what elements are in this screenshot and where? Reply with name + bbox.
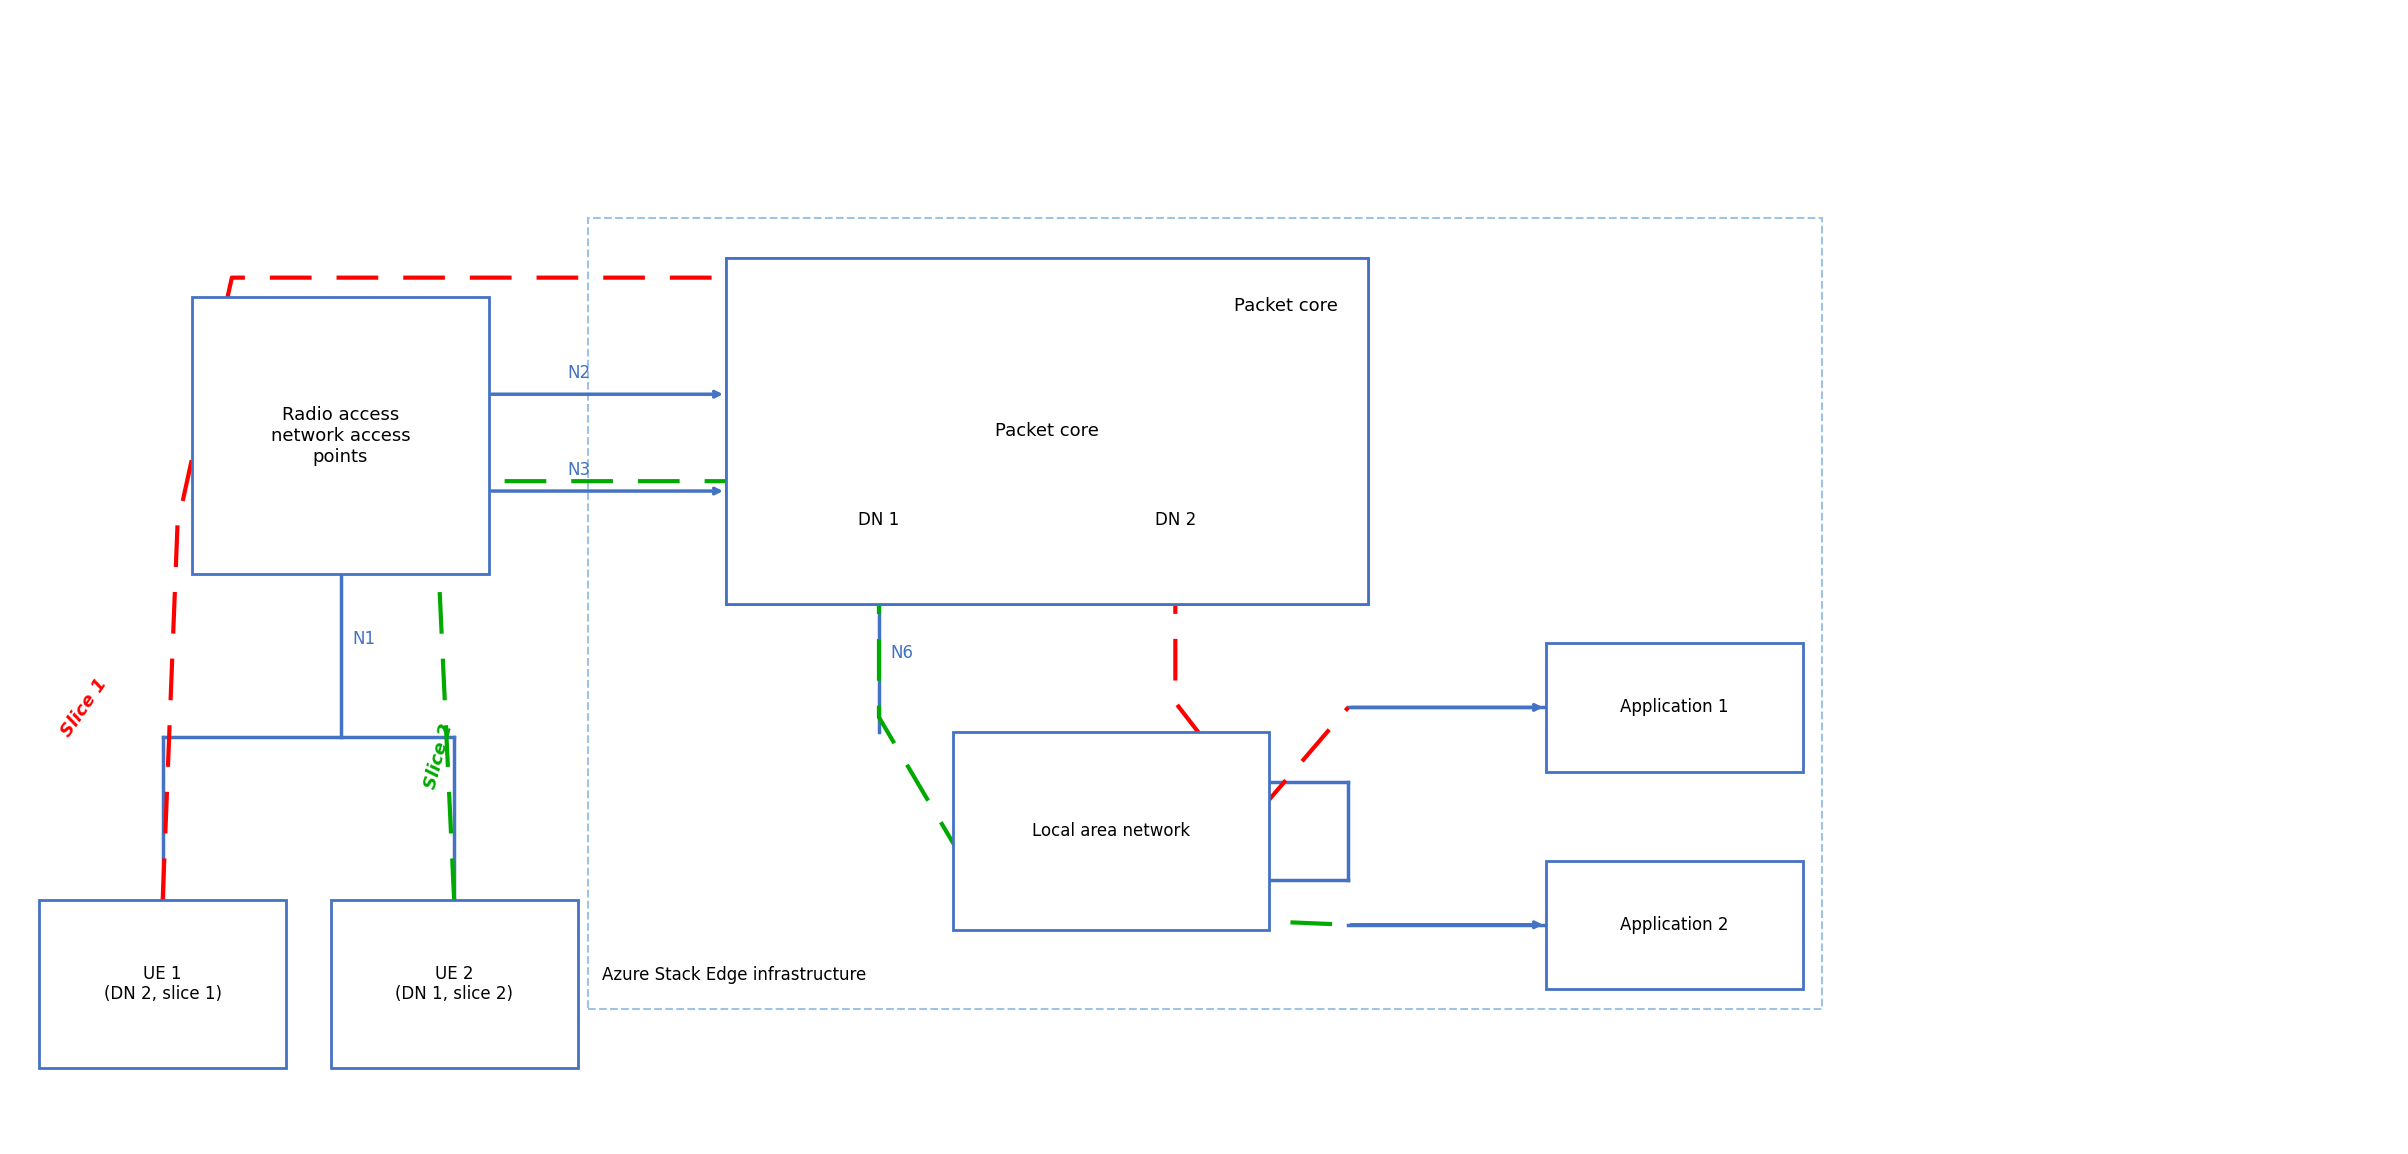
Text: Packet core: Packet core xyxy=(995,421,1098,440)
Text: DN 1: DN 1 xyxy=(857,511,901,529)
Text: UE 1
(DN 2, slice 1): UE 1 (DN 2, slice 1) xyxy=(104,965,222,1004)
FancyBboxPatch shape xyxy=(1546,643,1804,772)
FancyBboxPatch shape xyxy=(954,732,1269,930)
Text: N6: N6 xyxy=(891,644,913,662)
FancyBboxPatch shape xyxy=(330,900,578,1067)
Text: Application 2: Application 2 xyxy=(1621,916,1729,934)
FancyBboxPatch shape xyxy=(725,257,1368,604)
Text: N1: N1 xyxy=(352,630,376,649)
Text: Slice 2: Slice 2 xyxy=(421,722,458,792)
Text: UE 2
(DN 1, slice 2): UE 2 (DN 1, slice 2) xyxy=(395,965,513,1004)
FancyBboxPatch shape xyxy=(804,465,954,574)
Text: Application 1: Application 1 xyxy=(1621,698,1729,717)
Text: Radio access
network access
points: Radio access network access points xyxy=(270,406,409,465)
Text: N2: N2 xyxy=(568,365,590,382)
FancyBboxPatch shape xyxy=(39,900,287,1067)
Text: N3: N3 xyxy=(568,462,590,479)
Text: Local area network: Local area network xyxy=(1033,822,1190,840)
Text: Packet core: Packet core xyxy=(1235,298,1339,315)
FancyBboxPatch shape xyxy=(725,257,1368,604)
Text: Azure Stack Edge infrastructure: Azure Stack Edge infrastructure xyxy=(602,966,867,984)
FancyBboxPatch shape xyxy=(193,298,489,574)
Text: Slice 1: Slice 1 xyxy=(58,675,111,740)
FancyBboxPatch shape xyxy=(1100,465,1250,574)
FancyBboxPatch shape xyxy=(1546,861,1804,989)
Text: DN 2: DN 2 xyxy=(1156,511,1197,529)
